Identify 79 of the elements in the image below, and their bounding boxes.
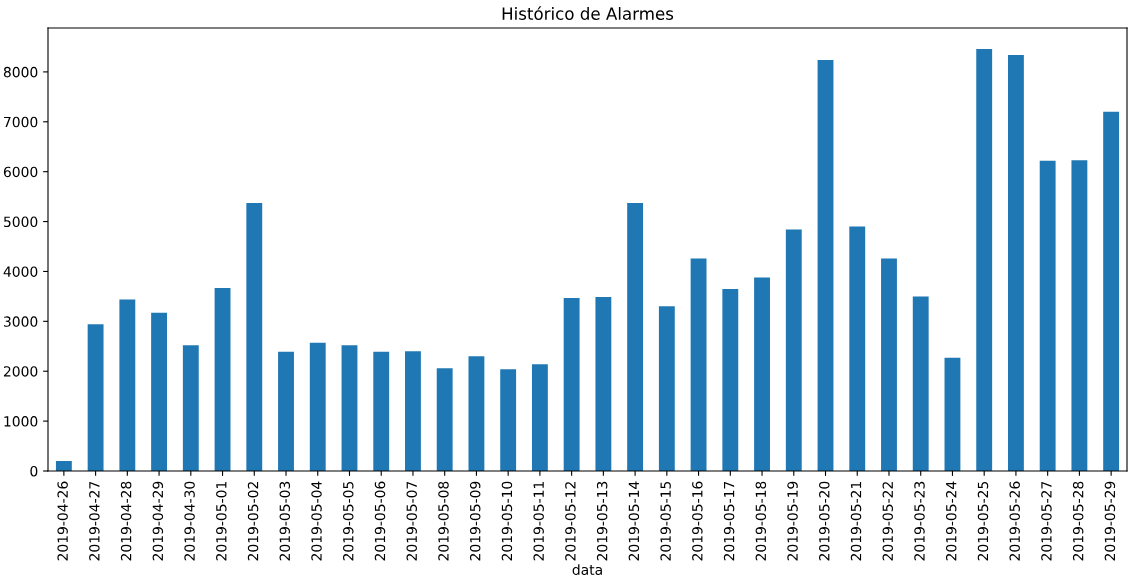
bar bbox=[1103, 111, 1120, 471]
y-tick-label: 6000 bbox=[3, 166, 38, 178]
bar bbox=[119, 299, 136, 471]
x-tick-label: 2019-05-01 bbox=[216, 482, 227, 561]
bar bbox=[55, 461, 72, 471]
bar bbox=[278, 351, 294, 471]
y-tick-label: 7000 bbox=[4, 116, 38, 128]
bar bbox=[658, 306, 675, 471]
x-tick-label: 2019-05-23 bbox=[914, 481, 925, 561]
x-tick-label: 2019-05-09 bbox=[469, 481, 481, 561]
x-tick-label: 2019-05-11 bbox=[533, 482, 544, 561]
bar bbox=[1007, 54, 1024, 471]
y-tick-label: 5000 bbox=[4, 216, 38, 228]
x-tick-label: 2019-05-06 bbox=[374, 481, 386, 561]
x-tick-label: 2019-05-26 bbox=[1009, 481, 1020, 561]
bar bbox=[722, 288, 739, 471]
x-tick-label: 2019-04-27 bbox=[89, 481, 100, 561]
x-tick-label: 2019-05-21 bbox=[850, 482, 862, 561]
x-tick-label: 2019-05-03 bbox=[279, 481, 291, 561]
x-tick-label: 2019-05-14 bbox=[628, 481, 640, 561]
x-tick-label: 2019-04-30 bbox=[184, 481, 195, 561]
x-tick-label: 2019-05-17 bbox=[723, 481, 735, 561]
bar bbox=[595, 296, 612, 471]
x-tick-label: 2019-05-16 bbox=[692, 481, 703, 561]
bar bbox=[849, 226, 866, 471]
bar bbox=[468, 356, 485, 471]
y-tick-label: 3000 bbox=[3, 316, 38, 327]
bar bbox=[500, 369, 517, 471]
x-tick-label: 2019-05-25 bbox=[977, 481, 989, 561]
bar bbox=[405, 351, 421, 471]
bar bbox=[436, 368, 453, 471]
bar bbox=[1071, 160, 1088, 471]
x-tick-label: 2019-05-12 bbox=[565, 482, 576, 561]
x-axis-title: data bbox=[572, 564, 602, 575]
x-tick-label: 2019-05-05 bbox=[343, 481, 354, 561]
x-tick-label: 2019-04-26 bbox=[57, 481, 68, 561]
bar bbox=[563, 297, 580, 471]
x-tick-label: 2019-04-29 bbox=[152, 481, 164, 561]
x-tick-label: 2019-05-18 bbox=[755, 481, 767, 561]
y-tick-label: 4000 bbox=[3, 266, 38, 277]
x-tick-label: 2019-05-07 bbox=[406, 481, 417, 561]
bar bbox=[944, 357, 961, 471]
x-tick-label: 2019-05-13 bbox=[596, 481, 608, 561]
bar bbox=[627, 203, 644, 471]
bar bbox=[151, 312, 168, 471]
x-tick-label: 2019-05-02 bbox=[247, 482, 259, 561]
x-tick-label: 2019-05-28 bbox=[1072, 481, 1084, 561]
bar bbox=[881, 258, 897, 471]
bar bbox=[976, 48, 993, 471]
x-tick-label: 2019-05-19 bbox=[787, 481, 798, 561]
x-tick-label: 2019-05-08 bbox=[438, 481, 449, 561]
bar bbox=[373, 351, 390, 471]
x-tick-label: 2019-05-24 bbox=[945, 481, 957, 561]
bar bbox=[912, 296, 929, 471]
y-tick-label: 8000 bbox=[3, 66, 38, 78]
x-tick-label: 2019-05-29 bbox=[1104, 481, 1116, 561]
bar bbox=[87, 324, 104, 471]
y-tick-label: 0 bbox=[30, 465, 38, 477]
bar bbox=[182, 345, 199, 471]
x-tick-label: 2019-04-28 bbox=[120, 481, 132, 561]
bar bbox=[690, 258, 707, 471]
y-tick-label: 1000 bbox=[4, 416, 38, 427]
bar bbox=[754, 277, 770, 471]
bar bbox=[1039, 160, 1056, 471]
x-tick-label: 2019-05-04 bbox=[311, 481, 322, 561]
bar bbox=[341, 345, 358, 471]
chart-title: Histórico de Alarmes bbox=[502, 6, 674, 20]
bar bbox=[817, 59, 834, 471]
bar bbox=[309, 342, 326, 471]
x-tick-label: 2019-05-22 bbox=[882, 482, 894, 561]
x-tick-label: 2019-05-20 bbox=[819, 481, 830, 561]
x-tick-label: 2019-05-27 bbox=[1041, 481, 1052, 561]
y-tick-label: 2000 bbox=[3, 366, 38, 377]
x-tick-label: 2019-05-10 bbox=[501, 481, 513, 561]
bar bbox=[246, 203, 263, 471]
bar bbox=[214, 287, 231, 471]
bar bbox=[785, 229, 802, 471]
x-tick-label: 2019-05-15 bbox=[660, 481, 671, 561]
bar bbox=[531, 364, 548, 471]
